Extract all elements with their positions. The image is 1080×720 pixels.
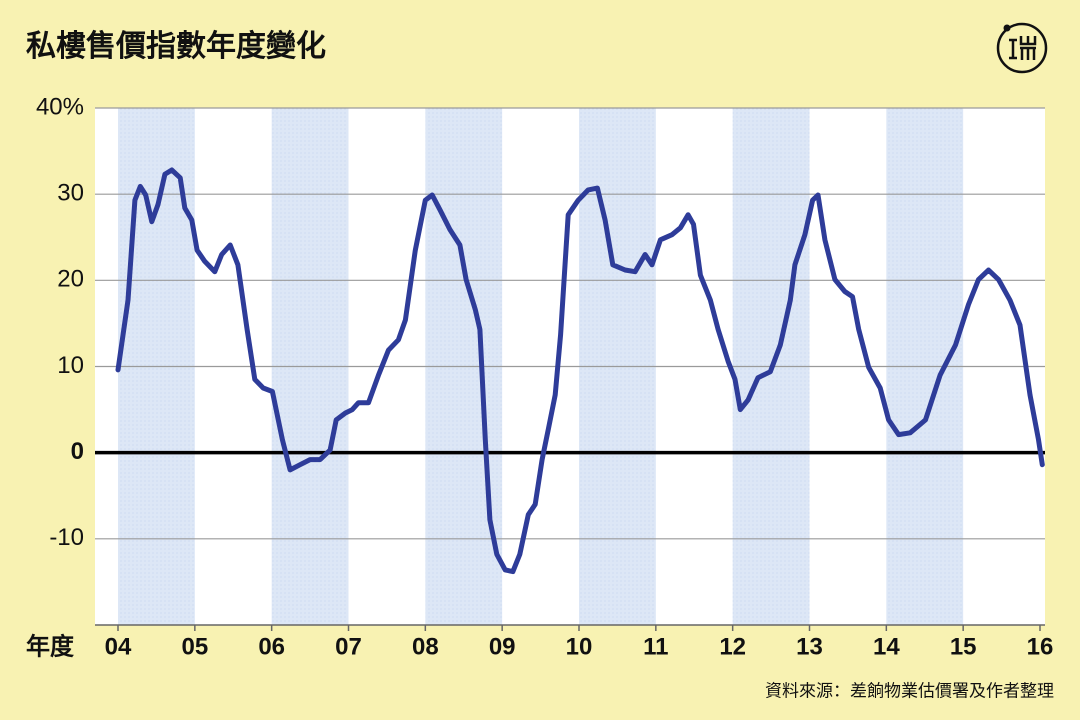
x-tick-label: 12 xyxy=(719,633,746,660)
x-tick-label: 04 xyxy=(105,633,132,660)
x-tick-label: 10 xyxy=(566,633,593,660)
y-tick-label: -10 xyxy=(49,524,84,551)
x-tick-label: 11 xyxy=(643,633,668,660)
x-tick-label: 14 xyxy=(873,633,900,660)
x-tick-label: 16 xyxy=(1027,633,1054,660)
x-tick-label: 15 xyxy=(950,633,977,660)
y-tick-label: 30 xyxy=(57,180,84,207)
x-tick-label: 05 xyxy=(181,633,208,660)
x-axis-label: 年度 xyxy=(26,632,75,660)
x-tick-label: 06 xyxy=(258,633,285,660)
chart-title: 私樓售價指數年度變化 xyxy=(26,29,326,63)
logo xyxy=(996,22,1048,74)
y-tick-label: 10 xyxy=(57,352,84,379)
data-line xyxy=(115,167,1045,575)
x-tick-label: 13 xyxy=(796,633,823,660)
x-tick-label: 09 xyxy=(489,633,516,660)
source-note: 資料來源：差餉物業估價署及作者整理 xyxy=(765,681,1054,700)
y-tick-label: 20 xyxy=(57,266,84,293)
x-tick-label: 08 xyxy=(412,633,439,660)
y-tick-label: 40% xyxy=(36,93,84,120)
y-tick-label: 0 xyxy=(71,438,84,465)
x-tick-label: 07 xyxy=(335,633,362,660)
